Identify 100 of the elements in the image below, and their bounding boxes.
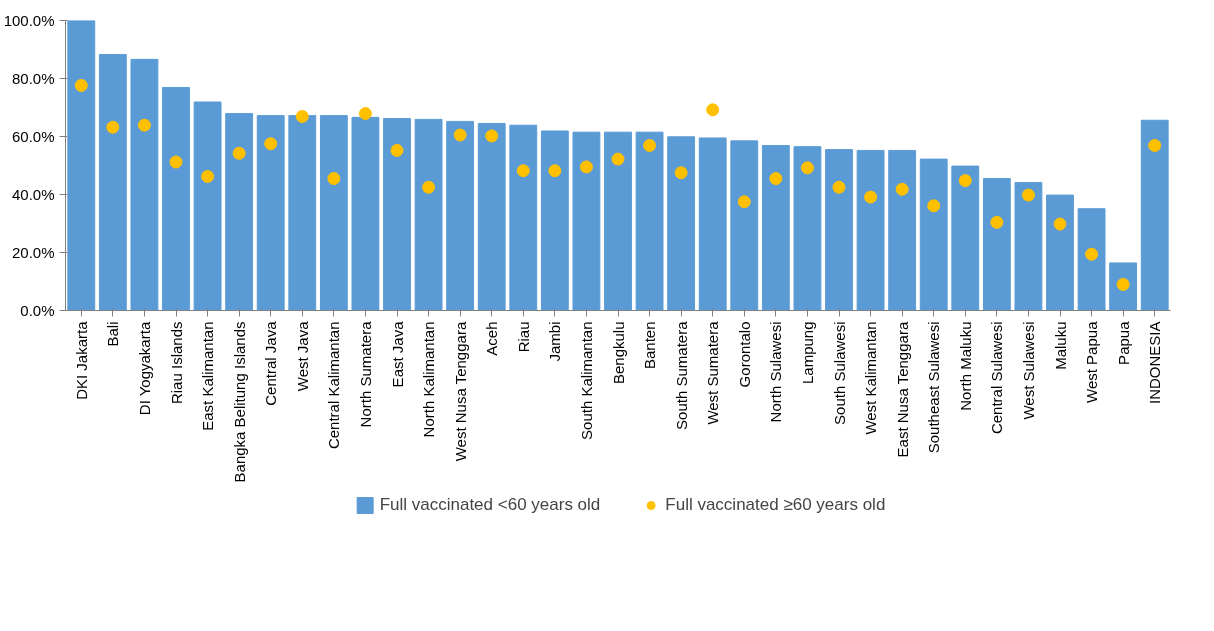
point bbox=[611, 152, 625, 166]
bar bbox=[509, 124, 538, 311]
point bbox=[737, 195, 751, 209]
bar bbox=[162, 86, 190, 311]
x-tick-label: East Nusa Tenggara bbox=[893, 321, 911, 458]
bar bbox=[667, 136, 696, 311]
point bbox=[516, 164, 530, 178]
point bbox=[422, 180, 436, 194]
point bbox=[548, 164, 562, 178]
point bbox=[106, 120, 120, 134]
legend-label: Full vaccinated <60 years old bbox=[379, 495, 601, 515]
point bbox=[358, 107, 372, 121]
x-tick-label: Central Kalimantan bbox=[325, 321, 343, 450]
point bbox=[832, 180, 846, 194]
x-tick-label: South Sulawesi bbox=[830, 321, 848, 425]
bar bbox=[225, 113, 254, 311]
bar bbox=[888, 149, 917, 311]
y-tick-label: 80.0% bbox=[11, 70, 55, 87]
point bbox=[1148, 139, 1162, 152]
x-tick-label: Riau bbox=[514, 321, 532, 353]
bar bbox=[951, 165, 980, 311]
bar bbox=[1077, 208, 1106, 311]
y-tick-label: 100.0% bbox=[3, 12, 55, 29]
bar bbox=[351, 116, 380, 311]
bar bbox=[635, 131, 664, 311]
legend-label: Full vaccinated ≥60 years old bbox=[665, 495, 886, 515]
x-tick-label: Southeast Sulawesi bbox=[925, 321, 943, 454]
point bbox=[706, 103, 720, 117]
bar bbox=[856, 149, 885, 311]
y-tick-label: 40.0% bbox=[11, 186, 55, 203]
x-tick-label: Jambi bbox=[546, 321, 564, 362]
bar bbox=[698, 137, 727, 311]
bar bbox=[98, 53, 127, 311]
point bbox=[864, 190, 878, 204]
x-tick-label: North Maluku bbox=[956, 321, 974, 411]
x-tick-label: East Java bbox=[388, 320, 406, 388]
bar bbox=[193, 101, 222, 311]
bar bbox=[919, 158, 948, 311]
bar bbox=[825, 149, 853, 311]
y-tick-label: 20.0% bbox=[11, 244, 55, 261]
point bbox=[1021, 188, 1035, 202]
x-tick-label: Banten bbox=[641, 321, 659, 370]
x-tick-label: Central Sulawesi bbox=[988, 321, 1006, 435]
point bbox=[232, 146, 246, 160]
x-tick-label: DI Yogyakarta bbox=[135, 321, 153, 416]
point bbox=[643, 139, 657, 152]
x-tick-label: DKI Jakarta bbox=[72, 320, 90, 400]
point bbox=[958, 174, 972, 188]
x-tick-label: Central Java bbox=[262, 320, 280, 406]
point bbox=[1085, 247, 1099, 261]
point bbox=[485, 129, 499, 143]
point bbox=[327, 172, 341, 186]
x-tick-label: Lampung bbox=[798, 321, 816, 385]
bar bbox=[319, 115, 348, 311]
point bbox=[169, 155, 183, 169]
x-tick-label: West Nusa Tenggara bbox=[451, 321, 469, 462]
x-tick-label: Riau Islands bbox=[167, 321, 185, 405]
x-tick-label: North Kalimantan bbox=[420, 321, 438, 438]
point bbox=[201, 170, 215, 184]
point bbox=[74, 78, 88, 92]
x-tick-label: Bali bbox=[104, 321, 122, 347]
y-tick-label: 60.0% bbox=[11, 128, 55, 145]
bar bbox=[414, 118, 443, 311]
point bbox=[769, 172, 783, 186]
point bbox=[927, 199, 941, 213]
bar bbox=[256, 115, 285, 311]
x-tick-label: East Kalimantan bbox=[199, 321, 217, 431]
point bbox=[295, 110, 309, 123]
x-tick-label: West Sumatera bbox=[704, 320, 722, 425]
point bbox=[674, 166, 688, 180]
bar bbox=[572, 131, 601, 311]
point bbox=[264, 137, 278, 151]
x-tick-label: South Kalimantan bbox=[577, 321, 595, 440]
bar bbox=[540, 130, 569, 311]
bar bbox=[477, 122, 506, 311]
x-tick-label: West Papua bbox=[1083, 320, 1101, 403]
x-tick-label: North Sulawesi bbox=[767, 321, 785, 423]
bar bbox=[288, 115, 317, 311]
x-tick-label: North Sumatera bbox=[356, 320, 374, 428]
point bbox=[390, 143, 404, 157]
x-tick-label: Papua bbox=[1114, 320, 1132, 365]
x-tick-label: West Java bbox=[293, 320, 311, 392]
bar bbox=[730, 140, 759, 311]
bar bbox=[982, 178, 1011, 311]
x-tick-label: Bangka Belitung Islands bbox=[230, 321, 248, 483]
bar bbox=[130, 58, 159, 311]
point bbox=[1053, 217, 1067, 231]
point bbox=[579, 160, 593, 174]
x-tick-label: West Sulawesi bbox=[1019, 321, 1037, 420]
x-tick-label: West Kalimantan bbox=[862, 321, 880, 435]
bar bbox=[793, 146, 822, 311]
point bbox=[453, 128, 467, 142]
x-tick-label: Gorontalo bbox=[735, 321, 753, 388]
x-tick-label: Maluku bbox=[1051, 321, 1069, 370]
point bbox=[800, 161, 814, 175]
x-tick-label: Aceh bbox=[483, 321, 501, 356]
y-tick-label: 0.0% bbox=[20, 302, 55, 319]
bar bbox=[383, 118, 411, 311]
bar bbox=[761, 144, 790, 311]
point bbox=[990, 215, 1004, 229]
